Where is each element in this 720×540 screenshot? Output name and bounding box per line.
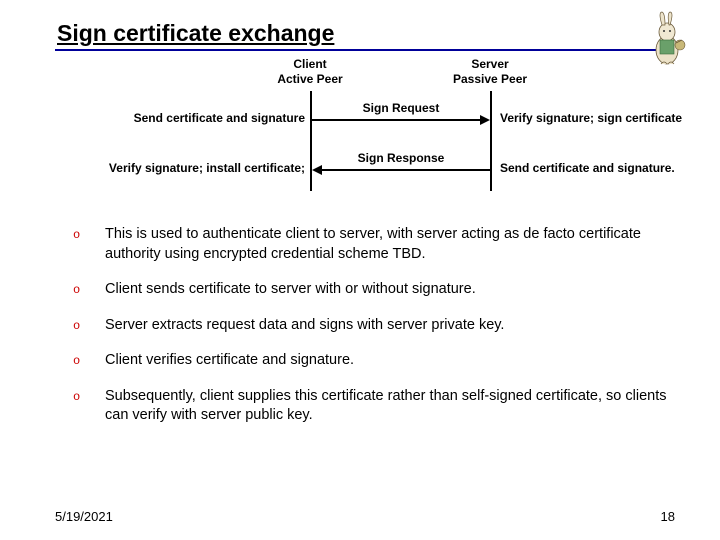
bullet-marker-icon: o (73, 280, 83, 300)
msg1-arrow-line (312, 119, 482, 121)
title-underline (55, 49, 675, 51)
client-role: Client (293, 57, 326, 71)
bullet-marker-icon: o (73, 316, 83, 336)
msg2-right-note: Send certificate and signature. (500, 161, 720, 175)
title-block: Sign certificate exchange (55, 20, 675, 51)
footer-page-number: 18 (661, 509, 675, 524)
msg1-arrow-head (480, 115, 490, 125)
list-item: o Subsequently, client supplies this cer… (73, 387, 675, 426)
sequence-diagram: Client Active Peer Server Passive Peer S… (55, 57, 675, 207)
bullet-marker-icon: o (73, 225, 83, 264)
bullet-text: Subsequently, client supplies this certi… (105, 387, 675, 426)
bullet-text: Client verifies certificate and signatur… (105, 351, 675, 371)
server-column-label: Server Passive Peer (440, 57, 540, 87)
bullet-text: Client sends certificate to server with … (105, 280, 675, 300)
slide-footer: 5/19/2021 18 (55, 509, 675, 524)
client-column-label: Client Active Peer (260, 57, 360, 87)
list-item: o Client verifies certificate and signat… (73, 351, 675, 371)
msg2-label: Sign Response (312, 151, 490, 165)
msg2-arrow-line (320, 169, 490, 171)
server-role: Server (471, 57, 508, 71)
list-item: o Client sends certificate to server wit… (73, 280, 675, 300)
bullet-list: o This is used to authenticate client to… (55, 225, 675, 426)
bullet-text: This is used to authenticate client to s… (105, 225, 675, 264)
msg2-left-note: Verify signature; install certificate; (35, 161, 305, 175)
footer-date: 5/19/2021 (55, 509, 113, 524)
page-title: Sign certificate exchange (55, 20, 336, 47)
msg2-arrow-head (312, 165, 322, 175)
msg1-right-note: Verify signature; sign certificate (500, 111, 720, 125)
bullet-marker-icon: o (73, 387, 83, 426)
msg1-left-note: Send certificate and signature (45, 111, 305, 125)
bullet-marker-icon: o (73, 351, 83, 371)
server-lifeline (490, 91, 492, 191)
client-peer: Active Peer (277, 72, 342, 86)
server-peer: Passive Peer (453, 72, 527, 86)
list-item: o Server extracts request data and signs… (73, 316, 675, 336)
msg1-label: Sign Request (312, 101, 490, 115)
list-item: o This is used to authenticate client to… (73, 225, 675, 264)
bullet-text: Server extracts request data and signs w… (105, 316, 675, 336)
